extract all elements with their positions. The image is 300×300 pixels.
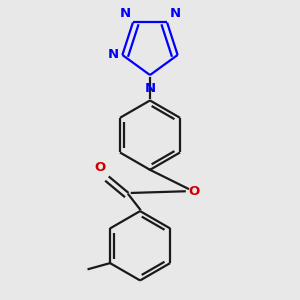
Text: N: N [169,7,180,20]
Text: N: N [108,49,119,62]
Text: O: O [189,185,200,198]
Text: N: N [120,7,131,20]
Text: O: O [94,161,105,174]
Text: N: N [144,82,156,95]
